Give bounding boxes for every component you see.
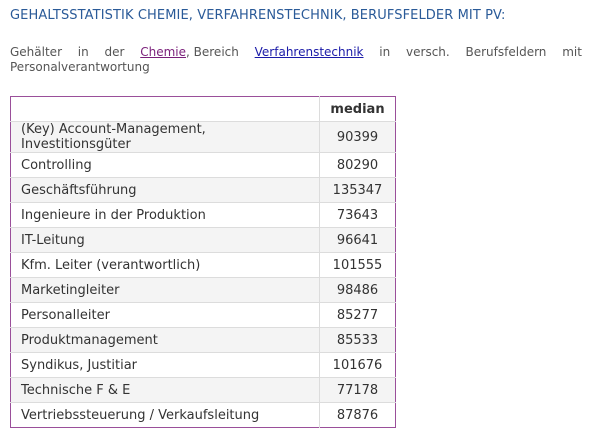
median-cell: 73643 bbox=[319, 202, 396, 228]
header-median: median bbox=[319, 96, 396, 122]
intro-text: Gehälter in der Chemie, Bereich Verfahre… bbox=[10, 45, 582, 75]
profession-cell: Personalleiter bbox=[10, 302, 320, 328]
intro-word: versch. bbox=[406, 45, 450, 59]
intro-word: mit bbox=[562, 45, 582, 59]
profession-cell: Technische F & E bbox=[10, 377, 320, 403]
intro-word: , Bereich bbox=[186, 45, 239, 59]
median-cell: 87876 bbox=[319, 402, 396, 428]
intro-word: der bbox=[104, 45, 125, 59]
table-row: Geschäftsführung 135347 bbox=[10, 177, 396, 203]
page-title: GEHALTSSTATISTIK CHEMIE, VERFAHRENSTECHN… bbox=[10, 8, 506, 23]
median-cell: 101555 bbox=[319, 252, 396, 278]
profession-cell: Geschäftsführung bbox=[10, 177, 320, 203]
profession-cell: IT-Leitung bbox=[10, 227, 320, 253]
profession-cell: Kfm. Leiter (verantwortlich) bbox=[10, 252, 320, 278]
table-row: Marketingleiter 98486 bbox=[10, 277, 396, 303]
intro-line-2: Personalverantwortung bbox=[10, 60, 150, 74]
median-cell: 80290 bbox=[319, 152, 396, 178]
profession-cell: Syndikus, Justitiar bbox=[10, 352, 320, 378]
table-header-row: median bbox=[10, 96, 396, 122]
median-cell: 135347 bbox=[319, 177, 396, 203]
chemie-link[interactable]: Chemie bbox=[140, 45, 187, 59]
intro-word: in bbox=[379, 45, 391, 59]
intro-word: in bbox=[77, 45, 89, 59]
table-row: Technische F & E 77178 bbox=[10, 377, 396, 403]
median-cell: 90399 bbox=[319, 121, 396, 153]
intro-word: Berufsfeldern bbox=[465, 45, 547, 59]
table-row: Vertriebssteuerung / Verkaufsleitung 8787… bbox=[10, 402, 396, 428]
header-profession bbox=[10, 96, 320, 122]
profession-cell: Ingenieure in der Produktion bbox=[10, 202, 320, 228]
median-cell: 101676 bbox=[319, 352, 396, 378]
table-row: (Key) Account-Management, Investitionsgü… bbox=[10, 121, 396, 153]
table-body: (Key) Account-Management, Investitionsgü… bbox=[10, 121, 396, 428]
table-row: Ingenieure in der Produktion 73643 bbox=[10, 202, 396, 228]
intro-chemie-group: Chemie, Bereich bbox=[140, 45, 239, 60]
median-cell: 85277 bbox=[319, 302, 396, 328]
verfahrenstechnik-link[interactable]: Verfahrenstechnik bbox=[254, 45, 364, 59]
table-row: Controlling 80290 bbox=[10, 152, 396, 178]
median-cell: 85533 bbox=[319, 327, 396, 353]
salary-table: median (Key) Account-Management, Investi… bbox=[10, 96, 396, 428]
profession-cell: Produktmanagement bbox=[10, 327, 320, 353]
table-row: Personalleiter 85277 bbox=[10, 302, 396, 328]
median-cell: 96641 bbox=[319, 227, 396, 253]
median-cell: 77178 bbox=[319, 377, 396, 403]
table-row: Kfm. Leiter (verantwortlich) 101555 bbox=[10, 252, 396, 278]
profession-cell: Marketingleiter bbox=[10, 277, 320, 303]
table-row: Syndikus, Justitiar 101676 bbox=[10, 352, 396, 378]
profession-cell: (Key) Account-Management, Investitionsgü… bbox=[10, 121, 320, 153]
table-row: Produktmanagement 85533 bbox=[10, 327, 396, 353]
intro-word: Gehälter bbox=[10, 45, 62, 59]
median-cell: 98486 bbox=[319, 277, 396, 303]
profession-cell: Vertriebssteuerung / Verkaufsleitung bbox=[10, 402, 320, 428]
profession-cell: Controlling bbox=[10, 152, 320, 178]
table-row: IT-Leitung 96641 bbox=[10, 227, 396, 253]
